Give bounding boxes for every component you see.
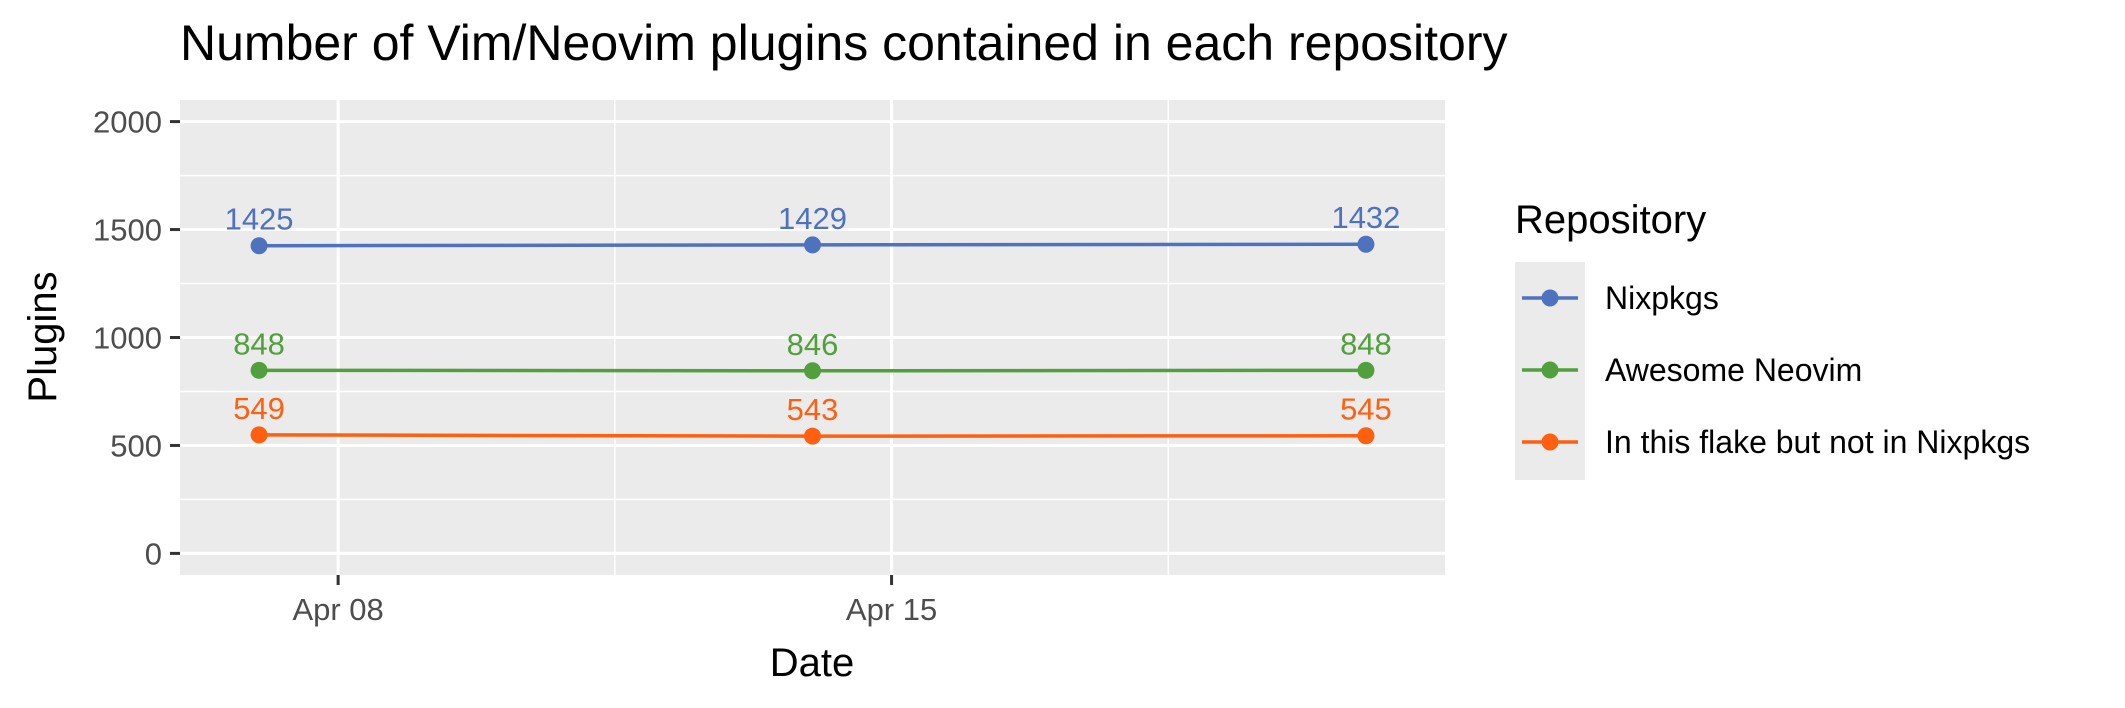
chart-title: Number of Vim/Neovim plugins contained i… — [180, 15, 1508, 71]
data-point — [250, 361, 268, 379]
legend-key-point — [1541, 433, 1559, 451]
y-tick-label: 1000 — [93, 321, 162, 356]
legend-key-point — [1541, 361, 1559, 379]
y-tick-label: 500 — [110, 428, 162, 463]
data-point — [1357, 427, 1375, 445]
data-label: 1425 — [225, 202, 294, 237]
data-point — [804, 427, 821, 445]
data-label: 545 — [1340, 392, 1392, 427]
data-label: 846 — [787, 327, 839, 362]
data-label: 1429 — [778, 201, 847, 236]
y-tick-label: 1500 — [93, 213, 162, 248]
data-point — [250, 426, 268, 444]
major-gridlines — [180, 100, 1445, 575]
x-axis-title: Date — [770, 641, 855, 685]
data-label: 543 — [787, 392, 839, 427]
data-point — [1357, 235, 1375, 253]
legend-title: Repository — [1515, 198, 1706, 242]
legend-label: Nixpkgs — [1605, 280, 1719, 316]
x-tick-label: Apr 08 — [292, 592, 383, 627]
y-axis: 0 500 1000 1500 2000 — [93, 105, 180, 571]
data-label: 1432 — [1331, 200, 1400, 235]
legend-label: In this flake but not in Nixpkgs — [1605, 424, 2030, 460]
legend-label: Awesome Neovim — [1605, 352, 1862, 388]
data-point — [1357, 361, 1375, 379]
y-tick-label: 2000 — [93, 105, 162, 140]
data-labels: 1425 1429 1432 848 846 848 549 543 545 — [225, 200, 1401, 427]
y-tick-label: 0 — [145, 536, 162, 571]
legend: Repository Nixpkgs Awesome Neovim In this … — [1515, 198, 2030, 480]
series-points — [250, 235, 1375, 445]
y-axis-title: Plugins — [21, 271, 65, 402]
data-point — [250, 237, 268, 255]
legend-key-point — [1541, 289, 1559, 307]
x-tick-label: Apr 15 — [846, 592, 937, 627]
data-point — [804, 236, 821, 254]
x-axis: Apr 08 Apr 15 — [292, 575, 937, 627]
data-point — [804, 362, 821, 380]
data-label: 848 — [233, 326, 285, 361]
data-label: 848 — [1340, 326, 1392, 361]
data-label: 549 — [233, 391, 285, 426]
